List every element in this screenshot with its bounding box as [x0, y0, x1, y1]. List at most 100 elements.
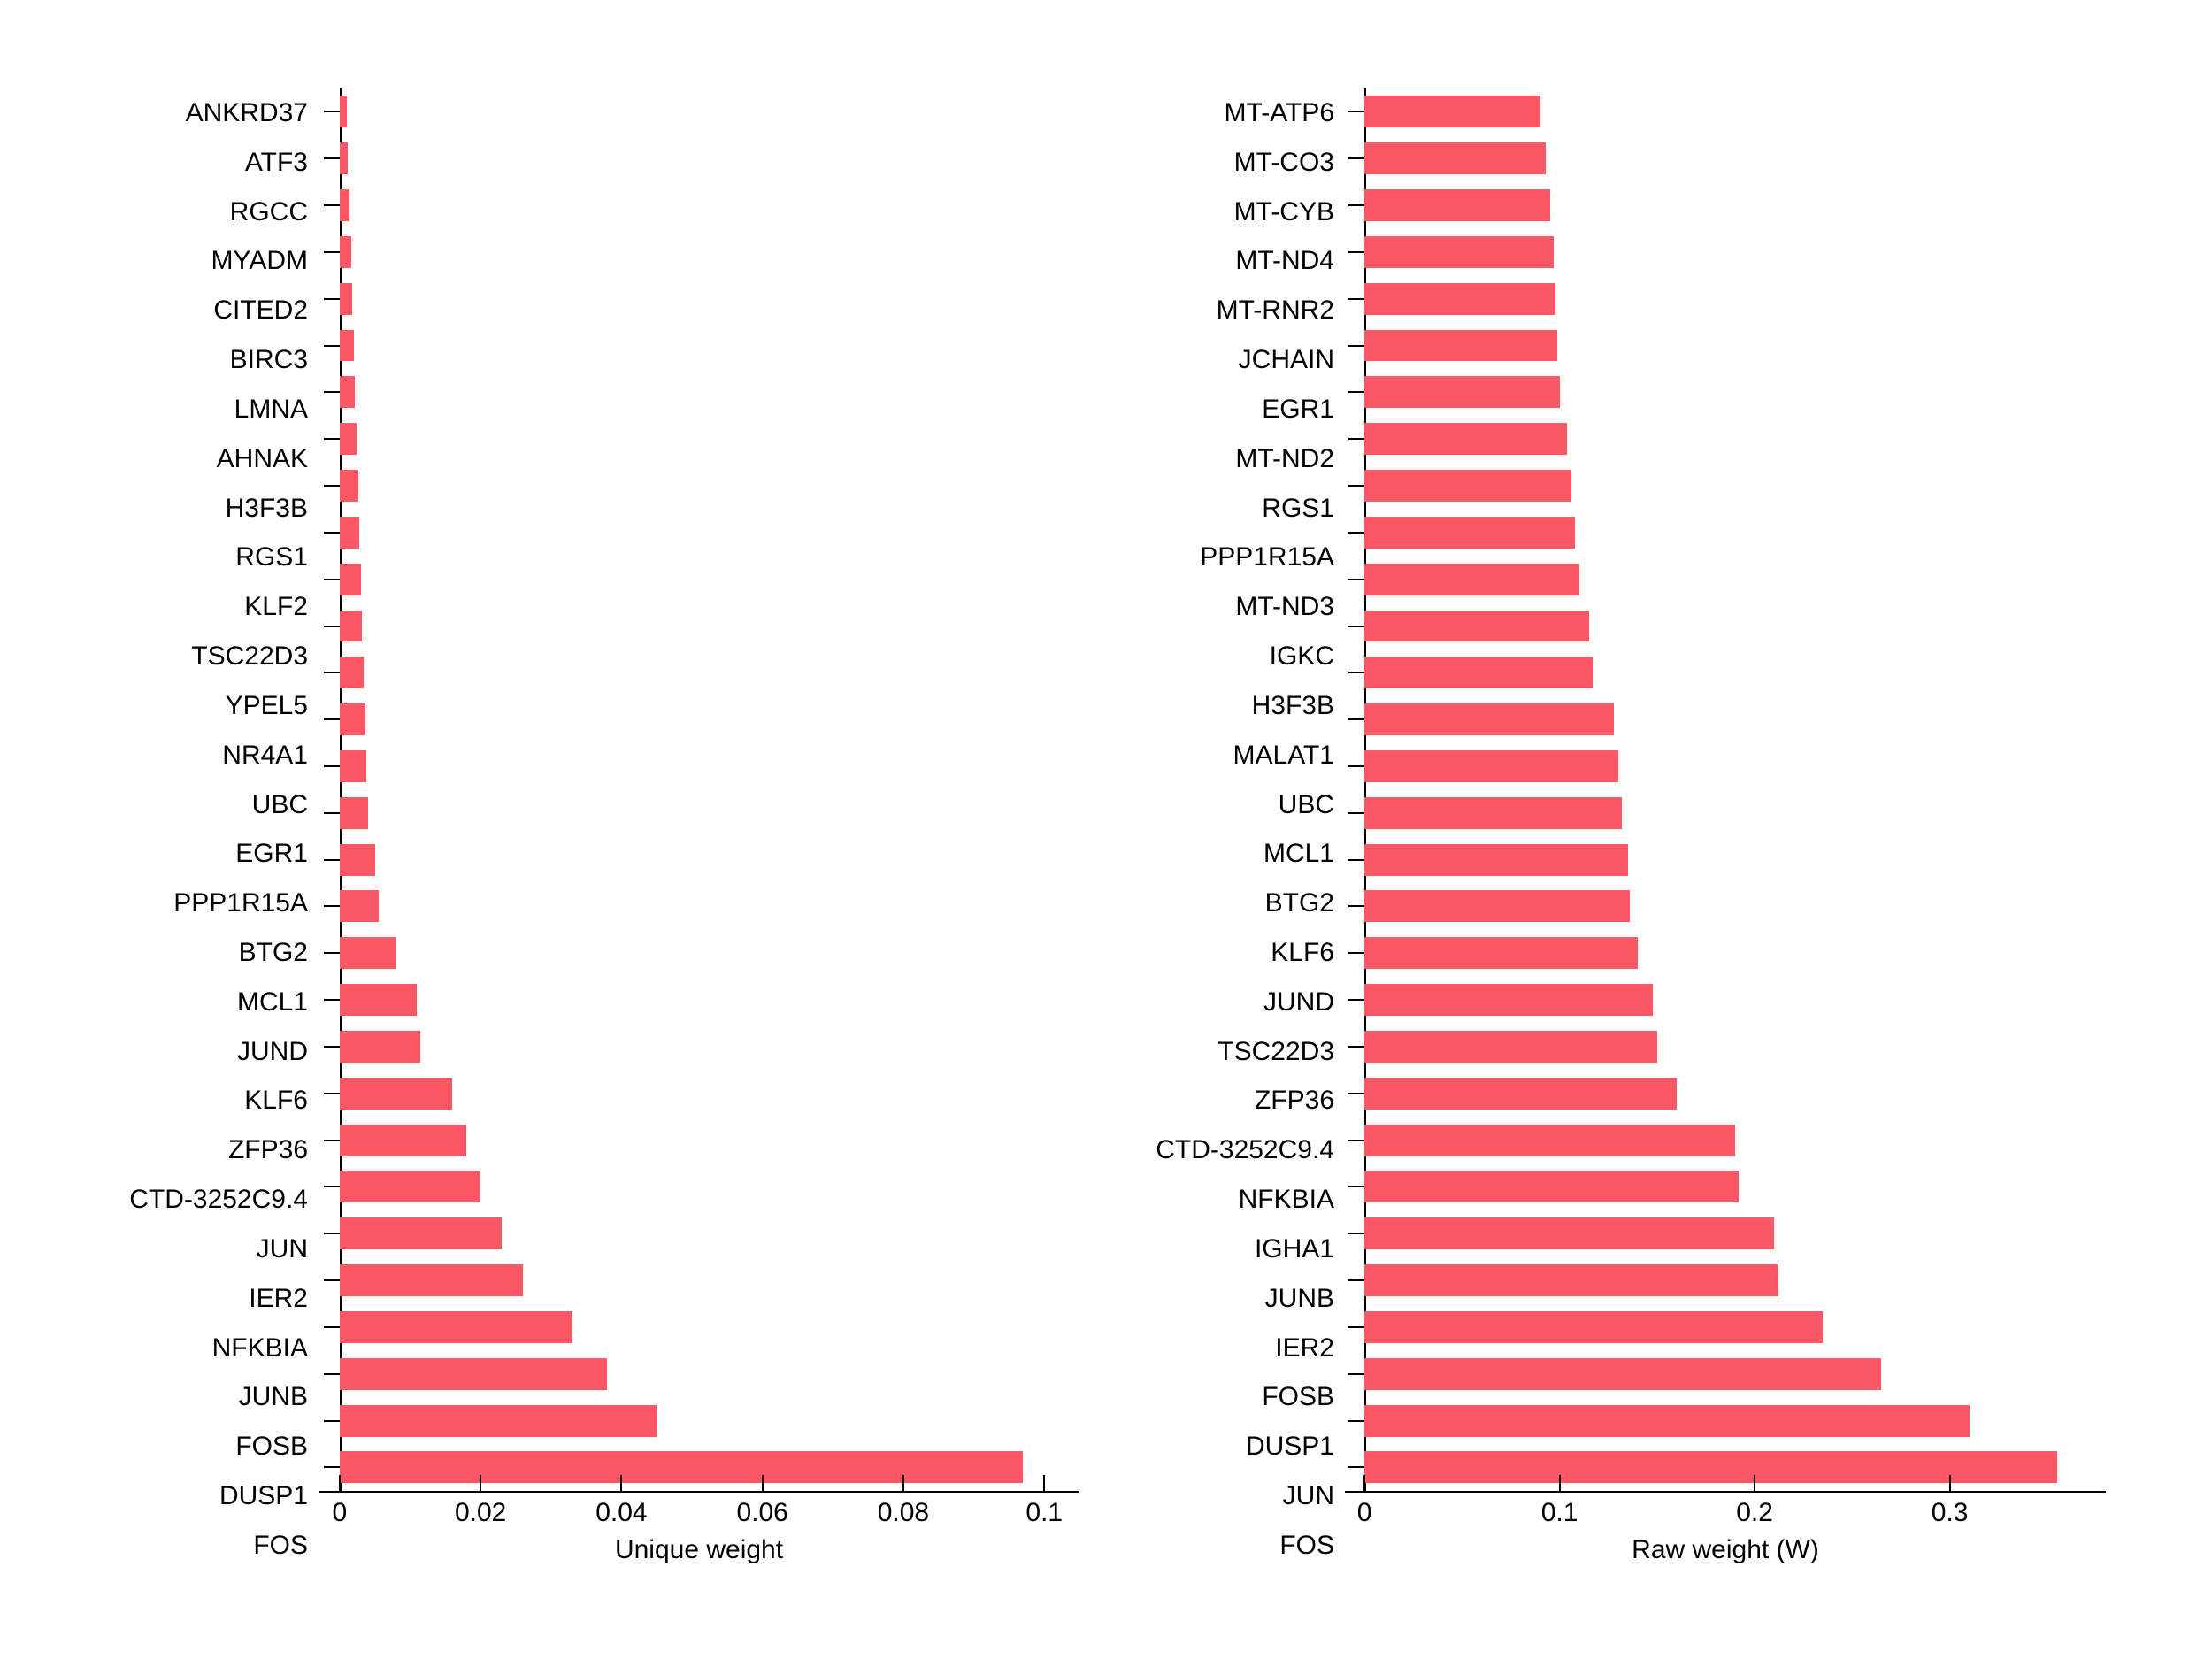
bar: [340, 189, 349, 221]
y-tick-mark: [324, 1046, 340, 1048]
y-tick-label: MALAT1: [1133, 742, 1334, 769]
bar: [1364, 891, 1630, 923]
bar: [1364, 797, 1622, 829]
y-tick-mark: [324, 626, 340, 627]
y-tick-label: IGKC: [1133, 643, 1334, 670]
bar: [340, 984, 418, 1016]
y-tick-mark: [324, 905, 340, 907]
x-tick-label: 0.3: [1932, 1498, 1969, 1528]
y-tick-label: MT-ND3: [1133, 594, 1334, 620]
bar-row: [1345, 509, 2106, 556]
y-tick-label: TSC22D3: [106, 643, 308, 670]
y-tick-mark: [324, 111, 340, 112]
y-tick-label: MT-ATP6: [1133, 100, 1334, 127]
right-bars-wrap: Raw weight (W) 00.10.20.3: [1345, 88, 2106, 1571]
y-tick-mark: [324, 204, 340, 206]
y-tick-mark: [324, 1373, 340, 1375]
bar: [340, 376, 356, 408]
right-panel: MT-ATP6MT-CO3MT-CYBMT-ND4MT-RNR2JCHAINEG…: [1106, 35, 2177, 1624]
bar-row: [319, 603, 1079, 649]
y-tick-label: KLF6: [1133, 940, 1334, 966]
x-tick-mark: [1754, 1475, 1755, 1491]
y-tick-label: ANKRD37: [106, 100, 308, 127]
y-tick-label: ATF3: [106, 150, 308, 176]
y-tick-label: JUNB: [1133, 1286, 1334, 1312]
bar-row: [1345, 322, 2106, 369]
bar: [340, 703, 365, 735]
bar-row: [319, 1304, 1079, 1351]
bar-row: [1345, 1304, 2106, 1351]
bar: [1364, 517, 1575, 549]
bar: [340, 142, 349, 174]
x-tick-mark: [1949, 1475, 1951, 1491]
bar-row: [319, 556, 1079, 603]
y-tick-mark: [1348, 438, 1364, 440]
y-tick-mark: [1348, 579, 1364, 580]
x-tick-label: 0: [333, 1498, 348, 1528]
right-bars: [1345, 88, 2106, 1491]
left-bars: [319, 88, 1079, 1491]
y-tick-label: ZFP36: [106, 1137, 308, 1164]
y-tick-label: CTD-3252C9.4: [106, 1187, 308, 1213]
y-tick-label: RGS1: [1133, 495, 1334, 522]
bar: [1364, 236, 1554, 268]
bar: [340, 1264, 523, 1296]
x-tick-mark: [480, 1475, 481, 1491]
bar-row: [319, 275, 1079, 322]
x-tick-mark: [339, 1475, 341, 1491]
bar-row: [319, 463, 1079, 510]
y-tick-mark: [1348, 859, 1364, 861]
bar: [1364, 470, 1571, 502]
y-tick-mark: [1348, 251, 1364, 253]
x-axis-line: [319, 1491, 1079, 1493]
bar: [340, 844, 375, 876]
bar: [340, 1358, 608, 1390]
bar-row: [319, 88, 1079, 135]
y-tick-mark: [324, 391, 340, 393]
y-tick-mark: [324, 952, 340, 954]
y-tick-mark: [324, 1140, 340, 1141]
bar: [340, 750, 366, 782]
right-plot-area: MT-ATP6MT-CO3MT-CYBMT-ND4MT-RNR2JCHAINEG…: [1133, 88, 2106, 1571]
y-tick-mark: [1348, 1326, 1364, 1328]
bar-row: [319, 182, 1079, 229]
y-tick-label: CITED2: [106, 297, 308, 324]
y-tick-label: UBC: [106, 792, 308, 818]
x-tick-label: 0.1: [1541, 1498, 1578, 1528]
right-y-labels: MT-ATP6MT-CO3MT-CYBMT-ND4MT-RNR2JCHAINEG…: [1133, 88, 1345, 1571]
bar: [1364, 564, 1579, 595]
bar-row: [1345, 603, 2106, 649]
y-tick-label: MT-ND2: [1133, 446, 1334, 472]
y-tick-label: PPP1R15A: [1133, 544, 1334, 571]
bar-row: [319, 930, 1079, 977]
bar-row: [1345, 369, 2106, 416]
y-tick-label: MT-CYB: [1133, 199, 1334, 226]
x-tick-mark: [762, 1475, 764, 1491]
bar: [1364, 376, 1560, 408]
bar-row: [1345, 930, 2106, 977]
y-tick-mark: [1348, 765, 1364, 767]
bar: [1364, 1311, 1823, 1343]
y-tick-mark: [324, 438, 340, 440]
bar: [340, 891, 379, 923]
y-tick-mark: [1348, 1466, 1364, 1468]
y-tick-mark: [1348, 345, 1364, 347]
bar: [1364, 1125, 1735, 1156]
bar: [340, 330, 354, 362]
y-tick-label: RGCC: [106, 199, 308, 226]
left-panel: ANKRD37ATF3RGCCMYADMCITED2BIRC3LMNAAHNAK…: [35, 35, 1106, 1624]
y-tick-mark: [1348, 626, 1364, 627]
bar: [1364, 423, 1567, 455]
bar: [1364, 750, 1618, 782]
left-x-axis: Unique weight 00.020.040.060.080.1: [319, 1491, 1079, 1571]
y-tick-label: FOSB: [106, 1433, 308, 1460]
bar: [1364, 844, 1628, 876]
bar-row: [1345, 1210, 2106, 1257]
bar-row: [1345, 977, 2106, 1024]
x-tick-mark: [1363, 1475, 1365, 1491]
bar-row: [1345, 88, 2106, 135]
bar-row: [1345, 135, 2106, 182]
y-tick-mark: [1348, 111, 1364, 112]
bar: [1364, 984, 1653, 1016]
bar: [340, 96, 347, 127]
